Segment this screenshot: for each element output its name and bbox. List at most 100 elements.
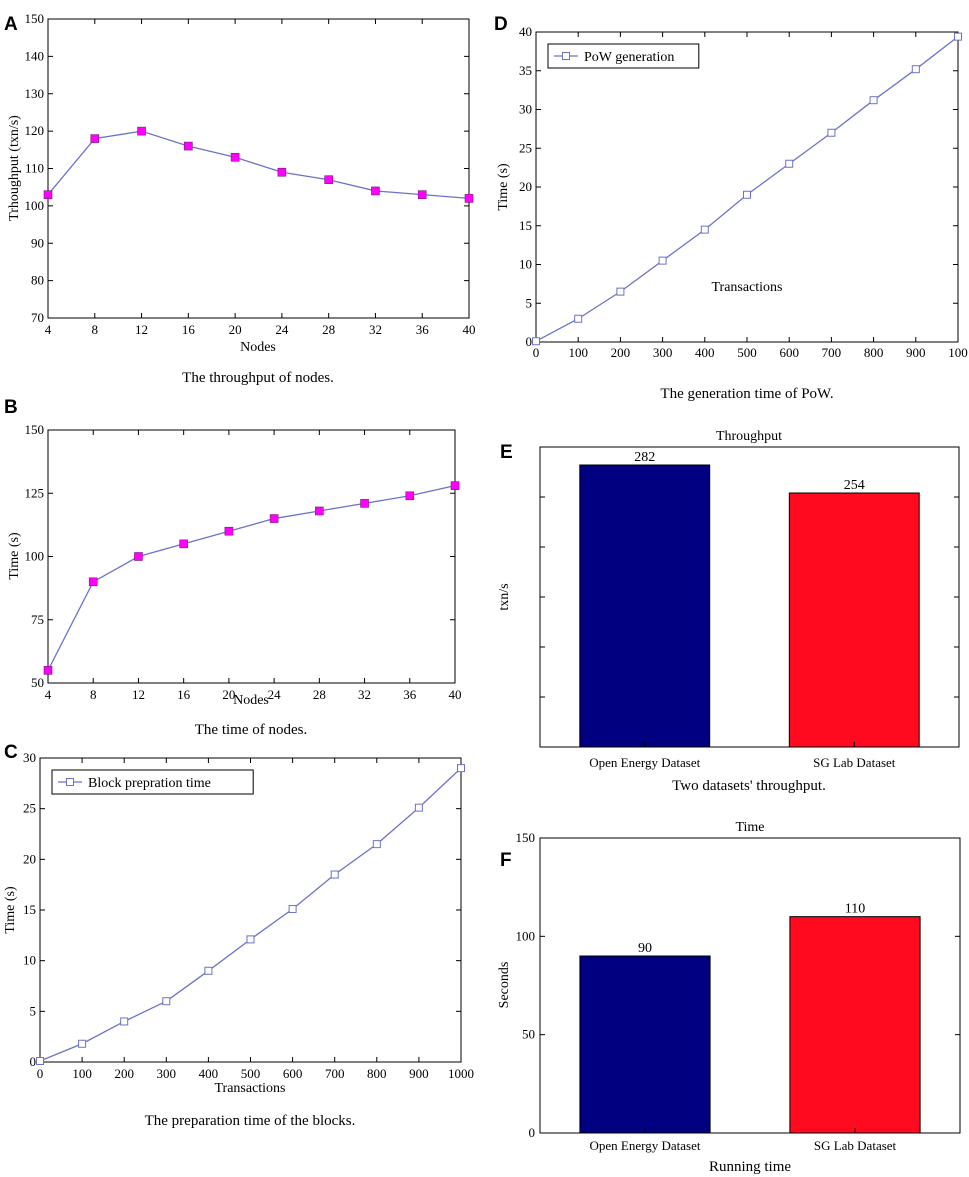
x-tick-label: 12 [135,322,148,337]
data-point [954,32,962,41]
chart-title: Throughput [716,429,782,444]
y-tick-label: 150 [25,422,45,437]
data-point [450,481,460,490]
bar [789,916,921,1134]
panel-letter: B [4,397,18,418]
data-point [532,337,540,346]
x-tick-label: 600 [779,345,799,360]
x-tick-label: 300 [653,345,673,360]
data-point [230,152,240,162]
x-tick-label: Open Energy Dataset [589,755,700,770]
y-tick-label: 75 [31,612,44,627]
data-point [269,514,279,523]
x-tick-label: 32 [358,687,371,702]
x-tick-label: 32 [369,322,382,337]
legend-label: Block prepration time [88,776,211,791]
data-point [785,159,794,168]
x-tick-label: 400 [695,345,715,360]
y-tick-label: 35 [519,63,532,78]
data-point [134,552,143,561]
x-tick-label: 36 [416,322,430,337]
data-point [120,1017,129,1026]
data-point [204,966,213,975]
x-axis-label: Nodes [233,693,269,708]
x-tick-label: 700 [325,1066,345,1081]
y-tick-label: 15 [519,218,532,233]
y-tick-label: 25 [519,140,532,155]
y-tick-label: 100 [25,198,45,213]
x-tick-label: 16 [177,687,191,702]
x-tick-label: SG Lab Dataset [814,1138,897,1153]
chart-b: B 50 75 100 125 150 4 8 12 16 20 24 28 32 36 40 Nodes Tim… [4,397,462,738]
y-tick-label: 40 [519,24,532,39]
chart-caption: The generation time of PoW. [660,386,833,402]
y-tick-label: 110 [25,161,44,176]
data-point [88,577,98,587]
data-point [464,194,474,203]
data-point [324,175,333,185]
data-label: 90 [638,941,652,956]
y-tick-label: 120 [25,123,45,138]
chart-caption: Running time [709,1159,791,1175]
data-point [414,803,423,812]
data-point [743,190,751,199]
chart-a: A 70 80 90 100 110 120 130 140 150 4 8 12 16 20 24 28 32 3… [4,11,476,386]
x-tick-label: 4 [45,322,52,337]
series-line [47,485,456,671]
panel-letter: A [4,14,18,35]
data-point [869,96,878,105]
data-label: 254 [844,478,865,493]
legend-label: PoW generation [584,50,674,65]
x-tick-label: 500 [737,345,757,360]
x-tick-label: 4 [45,687,52,702]
x-axis-label: Transactions [711,280,782,295]
data-point [224,526,234,536]
x-tick-label: 8 [92,322,99,337]
bar [788,492,920,748]
data-point [78,1039,87,1048]
y-tick-label: 130 [25,86,45,101]
series-line [535,36,959,342]
y-axis-label: Time (s) [3,886,18,934]
data-point [36,1056,44,1065]
x-tick-label: 100 [72,1066,92,1081]
y-tick-label: 30 [23,750,36,765]
plot-frame [535,31,959,343]
y-tick-label: 10 [519,257,532,272]
data-label: 282 [634,450,655,465]
data-point [330,870,339,879]
data-point [827,128,836,137]
data-point [315,506,324,516]
series-line [47,130,470,200]
chart-e: E Throughput 282 Open Energy Dataset 254 SG L… [497,429,960,794]
y-tick-label: 10 [23,953,36,968]
chart-title: Time [735,820,764,835]
data-label: 110 [845,902,865,917]
x-tick-label: 600 [283,1066,303,1081]
x-tick-label: 300 [157,1066,177,1081]
y-tick-label: 125 [25,485,45,500]
chart-caption: The preparation time of the blocks. [145,1113,356,1129]
y-tick-label: 25 [23,801,36,816]
y-axis-label: txn/s [497,583,512,610]
legend-marker [562,52,570,60]
x-tick-label: 200 [114,1066,134,1081]
x-tick-label: 800 [864,345,884,360]
x-tick-label: 500 [241,1066,261,1081]
data-point [405,491,415,501]
data-point [700,225,709,234]
data-point [184,141,193,151]
x-tick-label: 400 [199,1066,219,1081]
data-point [162,997,171,1006]
x-tick-label: 1000 [448,1066,474,1081]
x-tick-label: 20 [222,687,235,702]
y-tick-label: 80 [31,273,44,288]
x-tick-label: 12 [132,687,145,702]
panel-letter: D [494,14,508,35]
chart-f: F Time 0 50 100 150 90 Open Energy Dataset 110 SG… [497,820,961,1175]
y-tick-label: 20 [23,851,36,866]
y-tick-label: 100 [516,928,536,943]
